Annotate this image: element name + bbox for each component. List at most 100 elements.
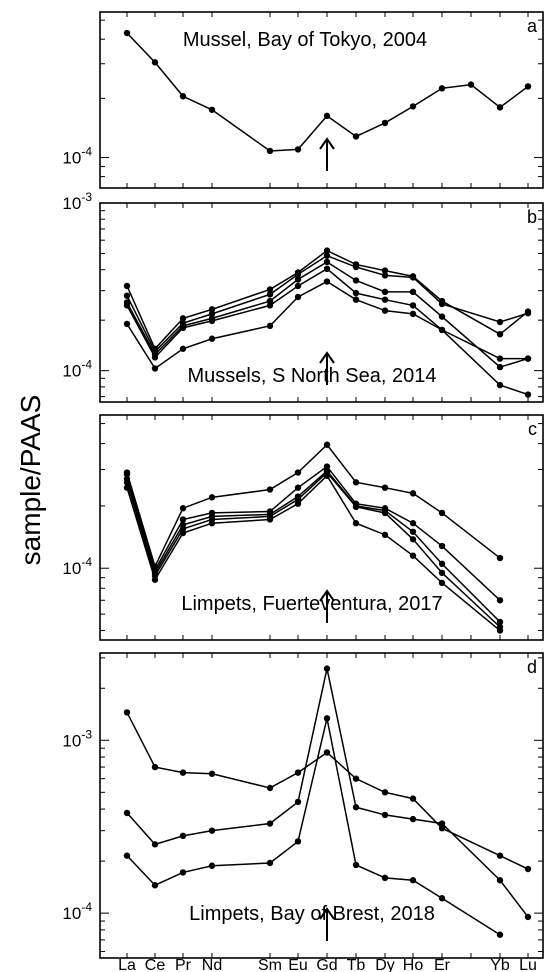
data-point <box>409 490 417 497</box>
data-point <box>352 277 360 284</box>
series-path <box>126 469 501 623</box>
data-point <box>208 770 216 777</box>
data-point <box>179 769 187 776</box>
data-point <box>352 263 360 271</box>
data-point <box>266 784 274 792</box>
series-line <box>123 278 532 372</box>
data-point <box>151 763 159 771</box>
data-point <box>438 542 446 550</box>
data-point <box>496 852 504 859</box>
x-tick-label: Er <box>434 957 451 972</box>
data-point <box>208 106 216 113</box>
series-path <box>126 718 501 936</box>
series-path <box>126 465 501 601</box>
data-point <box>208 862 216 869</box>
data-point <box>179 315 187 322</box>
data-point <box>438 560 446 568</box>
data-point <box>409 552 417 559</box>
data-point <box>266 859 274 867</box>
data-point <box>438 313 446 320</box>
data-point <box>151 882 159 889</box>
data-point <box>294 500 302 507</box>
data-point <box>266 147 274 155</box>
x-tick-label: Lu <box>519 957 537 972</box>
data-point <box>409 536 417 543</box>
data-point <box>438 820 446 827</box>
data-point <box>496 931 504 938</box>
data-point <box>323 112 331 120</box>
data-point <box>438 825 446 832</box>
data-point <box>266 286 274 293</box>
data-point <box>524 913 532 921</box>
data-point <box>294 146 302 153</box>
data-point <box>208 310 216 318</box>
data-point <box>123 29 131 37</box>
data-point <box>438 300 446 308</box>
data-point <box>409 103 417 110</box>
data-point <box>123 709 131 716</box>
data-point <box>496 618 504 626</box>
data-point <box>438 895 446 902</box>
x-tick-label: Tb <box>347 957 366 972</box>
data-point <box>179 529 187 537</box>
data-point <box>208 827 216 834</box>
data-point <box>123 479 131 486</box>
panel-label: a <box>527 16 538 36</box>
series-path <box>126 261 529 368</box>
data-point <box>352 520 360 527</box>
series-path <box>126 471 501 628</box>
data-point <box>438 509 446 517</box>
data-point <box>323 258 331 266</box>
gd-anomaly-arrow <box>319 589 335 623</box>
data-point <box>438 326 446 334</box>
panel-title: Limpets, Fuerteventura, 2017 <box>181 593 442 615</box>
series-line <box>123 472 504 634</box>
data-point <box>123 470 131 478</box>
data-point <box>409 288 417 296</box>
data-point <box>151 365 159 372</box>
x-tick-label: Ce <box>145 957 166 972</box>
data-point <box>323 472 331 479</box>
series-path <box>126 32 529 152</box>
panel-label: c <box>528 419 537 439</box>
data-point <box>381 272 389 279</box>
y-axis-label: sample/PAAS <box>15 395 46 566</box>
data-point <box>438 85 446 92</box>
data-point <box>524 310 532 317</box>
panel-frame <box>99 414 544 641</box>
panel-frame <box>99 652 544 959</box>
data-point <box>179 869 187 876</box>
data-point <box>208 317 216 325</box>
data-point <box>381 484 389 491</box>
data-point <box>294 484 302 491</box>
data-point <box>294 276 302 283</box>
data-point <box>524 355 532 362</box>
data-point <box>467 81 475 88</box>
data-point <box>352 775 360 782</box>
data-point <box>151 576 159 583</box>
panel-frame <box>99 202 544 403</box>
data-point <box>266 291 274 298</box>
x-axis-tick-labels: La Ce Pr Nd Sm Eu Gd Tb Dy Ho Er Yb Lu <box>118 957 537 972</box>
y-tick-label: 10-4 <box>62 555 92 578</box>
data-point <box>179 832 187 840</box>
panel-c: 10-4 c Limpets, Fuerteventura, 2017 <box>62 414 544 641</box>
series-line <box>123 441 504 570</box>
series-path <box>126 249 529 351</box>
x-tick-label: Dy <box>375 957 395 972</box>
x-tick-label: Gd <box>316 957 337 972</box>
data-point <box>294 293 302 301</box>
data-point <box>352 804 360 811</box>
data-point <box>409 520 417 527</box>
data-point <box>524 391 532 398</box>
data-point <box>266 486 274 493</box>
data-point <box>438 579 446 587</box>
data-point <box>294 271 302 278</box>
y-tick-label: 10-4 <box>62 900 92 923</box>
data-point <box>179 93 187 100</box>
panel-title: Mussel, Bay of Tokyo, 2004 <box>183 29 427 51</box>
data-point <box>496 363 504 371</box>
data-point <box>409 815 417 823</box>
data-point <box>409 274 417 281</box>
y-tick-label: 10-3 <box>62 190 92 213</box>
